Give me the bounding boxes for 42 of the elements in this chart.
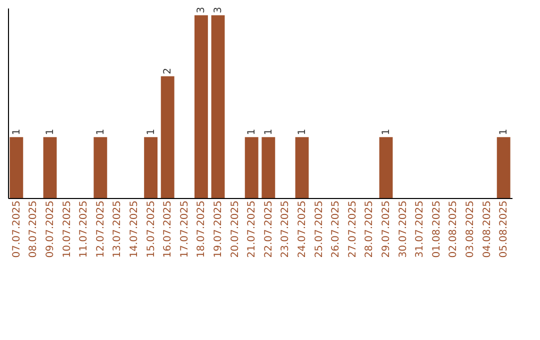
x-tick-label: 08.07.2025 xyxy=(28,200,40,258)
data-label: 3 xyxy=(196,6,208,14)
x-tick-label: 19.07.2025 xyxy=(213,200,224,258)
data-label: 2 xyxy=(162,68,174,74)
data-label: 1 xyxy=(95,128,106,136)
data-label: 1 xyxy=(263,128,274,136)
x-tick-label: 27.07.2025 xyxy=(347,200,358,258)
x-tick-label: 05.08.2025 xyxy=(498,200,510,258)
x-tick-label: 31.07.2025 xyxy=(414,200,426,258)
x-tick-label: 21.07.2025 xyxy=(246,200,258,258)
x-tick-label: 18.07.2025 xyxy=(196,200,208,258)
x-tick-label: 26.07.2025 xyxy=(330,200,342,258)
data-label: 1 xyxy=(297,128,308,136)
x-tick-label: 24.07.2025 xyxy=(297,200,308,258)
x-tick-label: 02.08.2025 xyxy=(448,200,460,258)
x-tick-label: 12.07.2025 xyxy=(95,200,106,258)
x-tick-label: 17.07.2025 xyxy=(179,200,190,258)
x-tick-label: 13.07.2025 xyxy=(112,200,124,258)
x-tick-label: 10.07.2025 xyxy=(62,200,73,258)
x-tick-label: 07.07.2025 xyxy=(11,200,22,258)
x-tick-label: 23.07.2025 xyxy=(280,200,292,258)
data-label: 1 xyxy=(146,128,157,136)
data-label: 1 xyxy=(45,128,56,136)
x-tick-label: 01.08.2025 xyxy=(431,200,442,258)
data-label: 1 xyxy=(246,128,258,136)
x-tick-label: 28.07.2025 xyxy=(364,200,376,258)
x-tick-label: 30.07.2025 xyxy=(398,200,409,258)
data-label: 1 xyxy=(498,128,510,136)
x-tick-label: 29.07.2025 xyxy=(381,200,392,258)
x-tick-label: 11.07.2025 xyxy=(78,200,90,258)
x-tick-label: 22.07.2025 xyxy=(263,200,274,258)
data-label: 1 xyxy=(381,128,392,136)
x-tick-label: 09.07.2025 xyxy=(45,200,56,258)
x-tick-label: 14.07.2025 xyxy=(129,200,140,258)
x-tick-label: 04.08.2025 xyxy=(482,200,493,258)
data-label: 1 xyxy=(11,128,22,136)
x-tick-label: 16.07.2025 xyxy=(162,200,174,258)
data-label: 3 xyxy=(213,6,224,14)
x-tick-label: 03.08.2025 xyxy=(465,200,476,258)
x-tick-label: 20.07.2025 xyxy=(230,200,241,258)
x-tick-label: 25.07.2025 xyxy=(314,200,325,258)
x-tick-label: 15.07.2025 xyxy=(146,200,157,258)
